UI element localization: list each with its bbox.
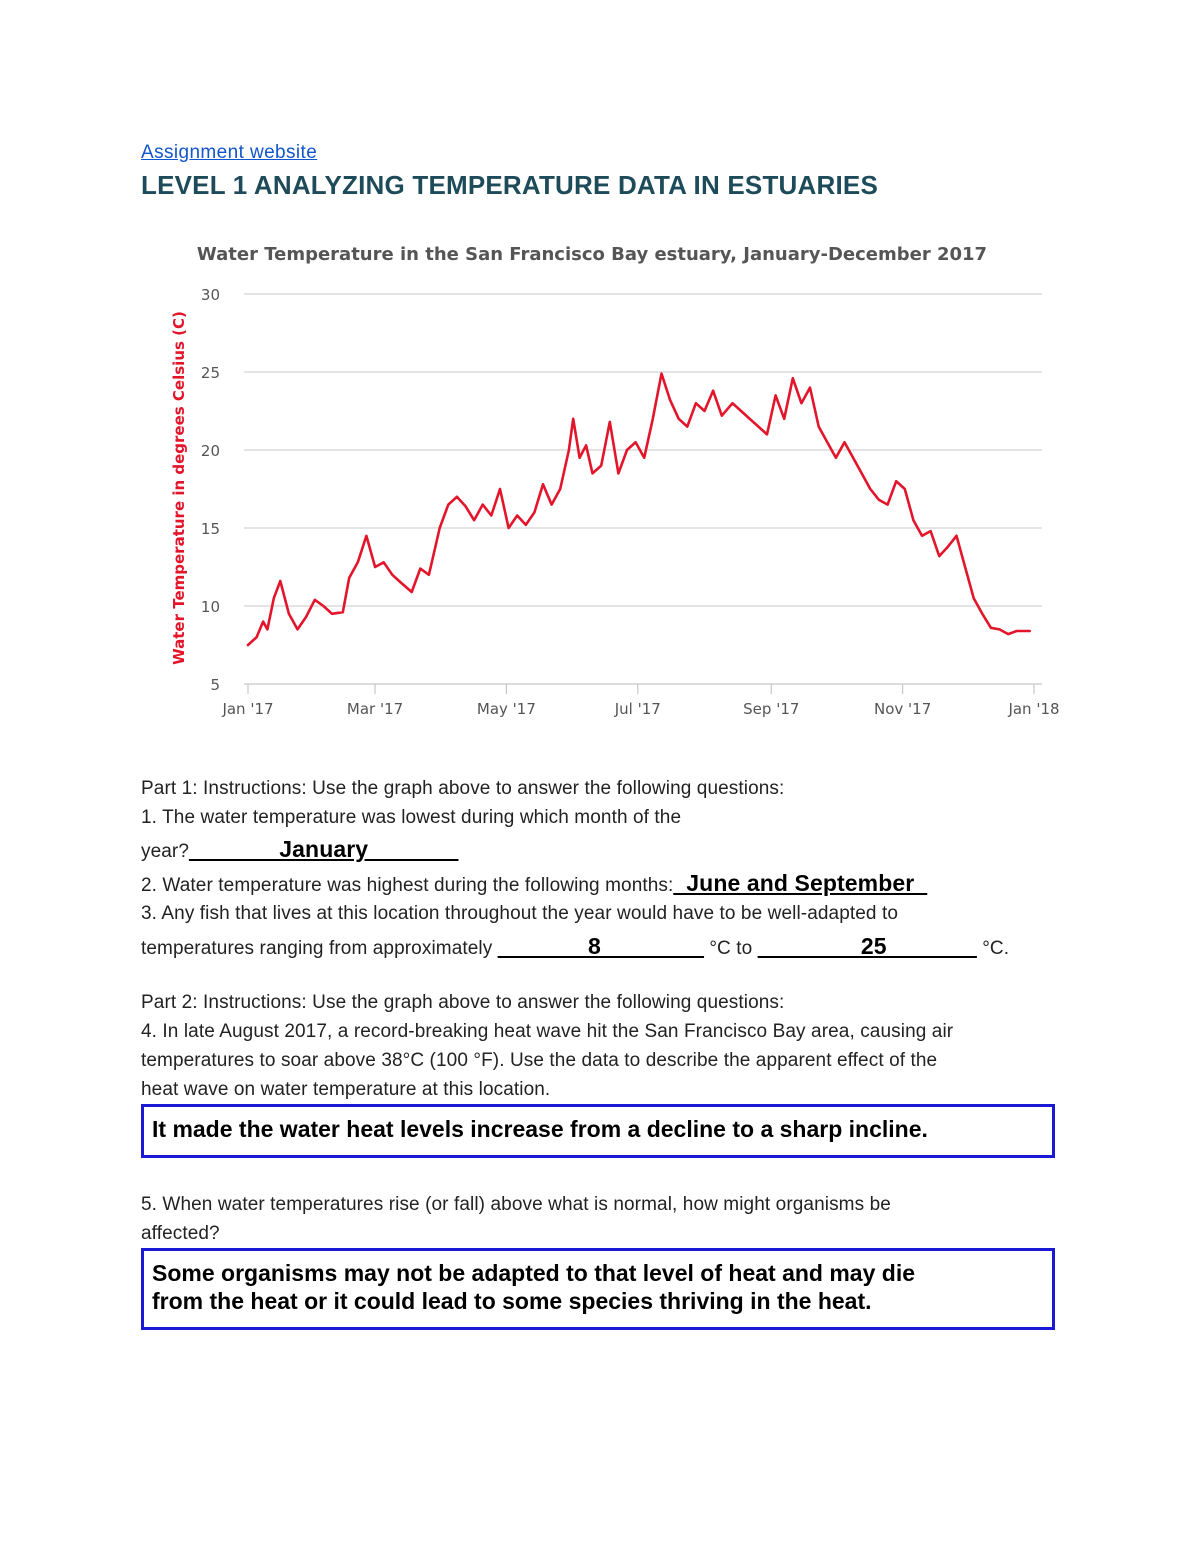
x-tick-label: Sep '17 — [743, 700, 799, 718]
question-3-line2: temperatures ranging from approximately … — [141, 933, 1009, 960]
y-tick-label: 15 — [201, 520, 220, 538]
part1-instructions: Part 1: Instructions: Use the graph abov… — [141, 778, 785, 799]
question-5-line1: 5. When water temperatures rise (or fall… — [141, 1194, 891, 1215]
question-4-line2: temperatures to soar above 38°C (100 °F)… — [141, 1050, 938, 1071]
question-4-line1: 4. In late August 2017, a record-breakin… — [141, 1021, 954, 1042]
series-layer — [246, 372, 1031, 647]
page-title: LEVEL 1 ANALYZING TEMPERATURE DATA IN ES… — [141, 170, 878, 200]
question-3-prefix: temperatures ranging from approximately — [141, 938, 498, 959]
x-tick-label: Nov '17 — [874, 700, 931, 718]
question-4-line3: heat wave on water temperature at this l… — [141, 1079, 551, 1100]
answer-3-min: _______8________ — [497, 933, 704, 959]
question-3-mid: °C to — [703, 938, 758, 959]
answer-4-text: It made the water heat levels increase f… — [152, 1116, 928, 1142]
answer-5-line1: Some organisms may not be adapted to tha… — [152, 1260, 916, 1286]
y-tick-label: 5 — [210, 676, 220, 694]
y-tick-label: 30 — [201, 286, 220, 304]
question-3-suffix: °C. — [976, 938, 1010, 959]
assignment-website-link[interactable]: Assignment website — [141, 142, 318, 163]
temperature-series-line — [246, 372, 1031, 647]
question-1-year: year? — [141, 841, 190, 862]
y-tick-label: 10 — [201, 598, 220, 616]
chart-title: Water Temperature in the San Francisco B… — [197, 244, 987, 265]
x-tick-label: May '17 — [477, 700, 536, 718]
question-1-line2: year?_______January_______ — [141, 836, 458, 863]
answer-3-max: ________25_______ — [757, 933, 977, 959]
question-2-text: 2. Water temperature was highest during … — [141, 875, 674, 896]
y-tick-label: 25 — [201, 364, 220, 382]
x-tick-label: Jul '17 — [614, 700, 661, 718]
x-tick-labels: Jan '17 Mar '17 May '17 Jul '17 Sep '17 Nov '… — [221, 700, 1059, 718]
answer-1: _______January_______ — [189, 836, 459, 862]
question-2: 2. Water temperature was highest during … — [141, 870, 927, 897]
answer-4-box[interactable]: It made the water heat levels increase f… — [141, 1104, 1055, 1158]
x-tick-label: Jan '17 — [221, 700, 273, 718]
answer-5-line2: from the heat or it could lead to some s… — [152, 1288, 872, 1314]
answer-5-box[interactable]: Some organisms may not be adapted to tha… — [141, 1248, 1055, 1330]
y-tick-labels: 5 10 15 20 25 30 — [201, 286, 220, 694]
x-tick-label: Jan '18 — [1007, 700, 1059, 718]
answer-2: _June and September_ — [673, 870, 928, 896]
y-tick-label: 20 — [201, 442, 220, 460]
x-tick-label: Mar '17 — [347, 700, 403, 718]
temperature-line-chart: Water Temperature in the San Francisco B… — [170, 244, 1060, 718]
y-axis-label: Water Temperature in degrees Celsius (C) — [170, 311, 188, 665]
question-1-text: 1. The water temperature was lowest duri… — [141, 807, 682, 828]
question-5-line2: affected? — [141, 1223, 220, 1244]
gridlines — [244, 293, 1042, 694]
question-3-text: 3. Any fish that lives at this location … — [141, 903, 898, 924]
part2-instructions: Part 2: Instructions: Use the graph abov… — [141, 992, 785, 1013]
